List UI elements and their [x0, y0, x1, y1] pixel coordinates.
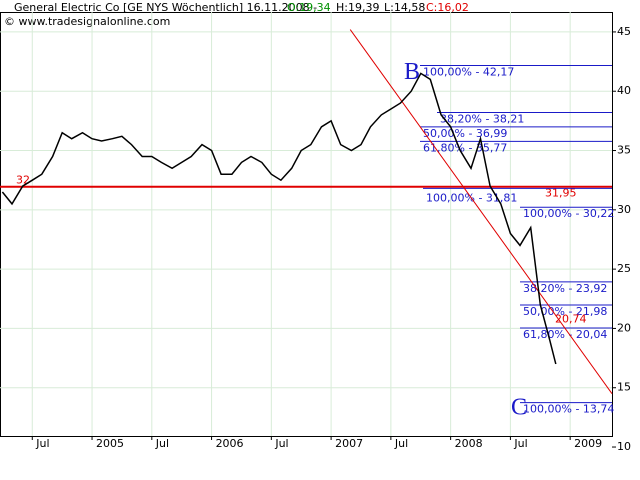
y-tick-label: 35: [617, 144, 631, 157]
fib-label: 100,00% - 42,17: [423, 65, 514, 78]
x-tick-label: 2009: [574, 437, 602, 450]
header-high: H:19,39: [336, 1, 379, 14]
fib-label: 61,80% - 20,04: [523, 328, 607, 341]
x-tick-label: Jul: [394, 437, 408, 450]
x-tick-label: 2007: [335, 437, 363, 450]
fib-label: 100,00% - 30,22: [523, 207, 614, 220]
support-left-label: 32: [16, 174, 30, 187]
fib-label: 38,20% - 23,92: [523, 282, 607, 295]
x-tick-label: Jul: [155, 437, 169, 450]
y-tick-label: 30: [617, 203, 631, 216]
header-title: General Electric Co [GE NYS Wöchentlich]…: [14, 1, 317, 14]
y-tick-label: 25: [617, 262, 631, 275]
price-line: [1, 72, 557, 365]
x-tick-label: 2008: [455, 437, 483, 450]
y-tick-label: 10: [617, 440, 631, 453]
x-tick-label: Jul: [35, 437, 49, 450]
fib-label: 38,20% - 38,21: [440, 112, 524, 125]
x-tick-label: Jul: [513, 437, 527, 450]
y-tick-label: 45: [617, 25, 631, 38]
header-open: O:19,34: [287, 1, 331, 14]
fib-label: 50,00% - 36,99: [423, 127, 507, 140]
price-label: 20,74: [555, 313, 587, 326]
y-tick-label: 15: [617, 381, 631, 394]
fib-label: 50,00% - 21,98: [523, 305, 607, 318]
plot-frame: [0, 12, 613, 437]
x-tick-label: Jul: [274, 437, 288, 450]
y-tick-label: 20: [617, 321, 631, 334]
wave-point-label: C: [511, 395, 527, 421]
x-tick-label: 2005: [96, 437, 124, 450]
wave-point-label: B: [404, 59, 420, 85]
x-tick-label: 2006: [216, 437, 244, 450]
header-low: L:14,58: [384, 1, 425, 14]
y-tick-label: 40: [617, 84, 631, 97]
copyright: © www.tradesignalonline.com: [4, 15, 170, 28]
fib-label: 100,00% - 13,74: [523, 403, 614, 416]
header-close: C:16,02: [426, 1, 469, 14]
trend-line: [349, 29, 613, 394]
fib-label: 61,80% - 35,77: [423, 141, 507, 154]
support-label: 31,95: [545, 187, 577, 200]
